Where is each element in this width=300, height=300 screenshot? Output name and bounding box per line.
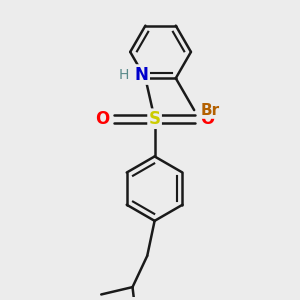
Text: H: H <box>118 68 128 82</box>
Text: O: O <box>200 110 214 128</box>
Text: Br: Br <box>200 103 219 118</box>
Text: S: S <box>148 110 160 128</box>
Text: N: N <box>135 65 149 83</box>
Text: O: O <box>95 110 109 128</box>
